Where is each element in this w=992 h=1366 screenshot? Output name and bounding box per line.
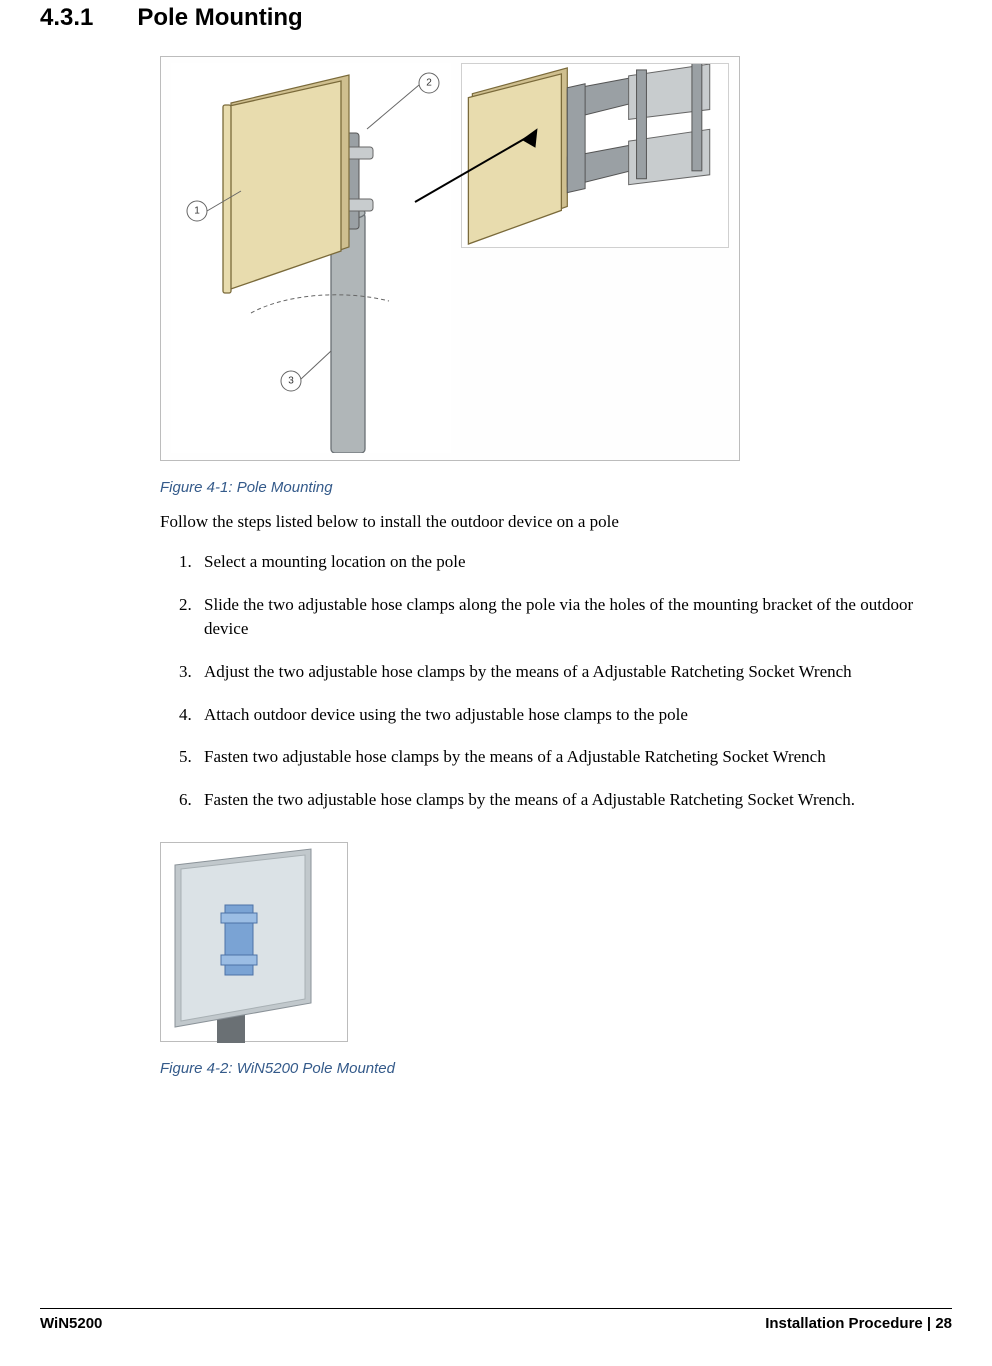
section-title: Pole Mounting (137, 4, 302, 32)
section-number: 4.3.1 (40, 4, 93, 32)
step-item: Slide the two adjustable hose clamps alo… (196, 593, 932, 642)
intro-text: Follow the steps listed below to install… (160, 512, 932, 532)
footer-page: 28 (935, 1315, 952, 1332)
figure-2-svg (161, 843, 349, 1043)
section-header: 4.3.1 Pole Mounting (40, 4, 952, 32)
callout-3: 3 (288, 376, 294, 387)
step-item: Adjust the two adjustable hose clamps by… (196, 660, 932, 685)
page-footer: WiN5200 Installation Procedure | 28 (40, 1308, 952, 1332)
footer-right: Installation Procedure | 28 (765, 1315, 952, 1332)
step-item: Attach outdoor device using the two adju… (196, 703, 932, 728)
step-item: Select a mounting location on the pole (196, 550, 932, 575)
footer-section: Installation Procedure (765, 1315, 923, 1332)
figure-1: 1 2 3 (160, 56, 740, 461)
step-item: Fasten two adjustable hose clamps by the… (196, 745, 932, 770)
figure-2-caption: Figure 4-2: WiN5200 Pole Mounted (160, 1060, 932, 1077)
content-area: 1 2 3 Figure 4-1: Pole Mounting Follow t (160, 56, 932, 1077)
figure-2 (160, 842, 348, 1042)
callout-1: 1 (194, 206, 200, 217)
figure-1-caption: Figure 4-1: Pole Mounting (160, 479, 932, 496)
footer-left: WiN5200 (40, 1315, 102, 1332)
footer-sep: | (923, 1315, 936, 1332)
steps-list: Select a mounting location on the pole S… (160, 550, 932, 812)
figure-1-main: 1 2 3 (171, 63, 451, 453)
step-item: Fasten the two adjustable hose clamps by… (196, 788, 932, 813)
figure-1-detail (461, 63, 729, 248)
callout-2: 2 (426, 78, 432, 89)
